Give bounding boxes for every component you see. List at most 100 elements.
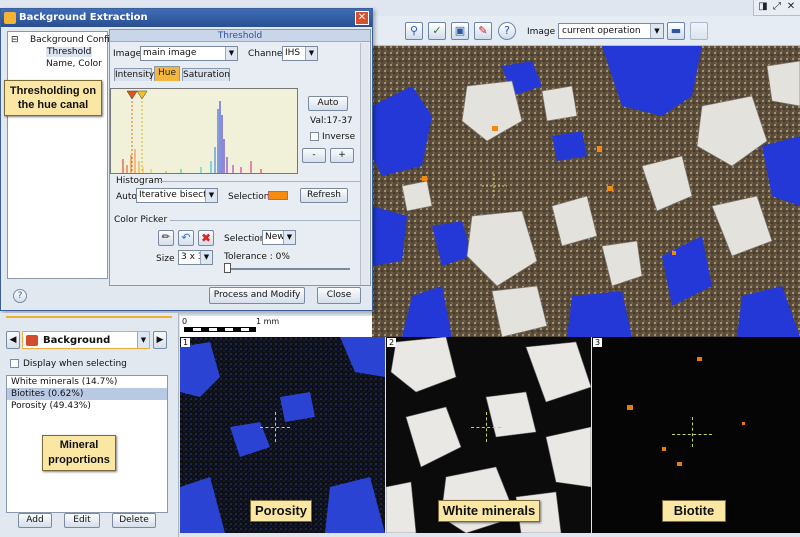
white-minerals-callout: White minerals — [438, 500, 540, 522]
panel-scrollbar[interactable] — [360, 43, 369, 285]
class-panel: ◀ Background ▼ ▶ Display when selecting … — [0, 313, 179, 537]
plus-button[interactable]: + — [330, 148, 354, 163]
crosshair-h — [471, 427, 501, 428]
tab-hue[interactable]: Hue — [154, 66, 180, 81]
divider — [160, 181, 360, 182]
window-controls: ◨ ⤢ ✕ — [753, 0, 800, 16]
scale-zero: 0 — [182, 317, 188, 326]
tree-item-name-color[interactable]: Name, Color — [46, 59, 102, 69]
biotite-callout: Biotite — [662, 500, 726, 522]
channel-value: IHS — [285, 48, 301, 58]
histogram-method-value: Iterative bisection — [139, 190, 218, 200]
threshold-panel: Threshold Image: main image ▼ Channel: IH… — [109, 29, 371, 286]
accent-bar — [6, 316, 172, 318]
chevron-down-icon: ▼ — [225, 47, 237, 60]
panel-number: 3 — [593, 338, 603, 347]
image-select[interactable]: current operation ▼ — [558, 23, 664, 39]
divider — [170, 220, 360, 221]
color-picker-title: Color Picker — [114, 215, 168, 225]
channel-select[interactable]: IHS ▼ — [282, 46, 318, 61]
config-tree: ⊟ Background Config Threshold Name, Colo… — [7, 31, 115, 279]
cp-selection-select[interactable]: New ▼ — [262, 230, 296, 245]
low-threshold-marker — [126, 90, 138, 100]
size-select[interactable]: 3 x 3 ▼ — [178, 250, 213, 265]
undo-icon[interactable]: ↶ — [178, 230, 194, 246]
help-icon[interactable]: ? — [13, 289, 27, 303]
panel-number: 2 — [387, 338, 397, 347]
frame-icon[interactable]: ▣ — [451, 22, 469, 40]
tab-intensity[interactable]: Intensity — [114, 68, 155, 81]
clear-icon[interactable]: ✖ — [198, 230, 214, 246]
refresh-button[interactable]: Refresh — [300, 188, 348, 203]
image-label: Image : — [527, 27, 562, 37]
blank-icon[interactable] — [690, 22, 708, 40]
process-and-modify-button[interactable]: Process and Modify — [209, 287, 305, 304]
selection-color-swatch[interactable] — [268, 191, 288, 200]
class-select[interactable]: Background ▼ — [22, 331, 150, 349]
chevron-down-icon: ▼ — [200, 251, 212, 264]
list-item[interactable]: White minerals (14.7%) — [11, 377, 118, 387]
size-label: Size : — [156, 254, 181, 264]
histogram-method-select[interactable]: Iterative bisection ▼ — [136, 188, 218, 203]
inverse-checkbox[interactable] — [310, 132, 319, 141]
class-name: Background — [43, 335, 111, 346]
close-icon[interactable]: ✕ — [355, 11, 369, 25]
image-source-value: main image — [143, 48, 197, 58]
minus-button[interactable]: - — [302, 148, 326, 163]
background-extraction-dialog: Background Extraction ✕ ⊟ Background Con… — [0, 8, 373, 311]
histogram-graphic — [122, 90, 262, 173]
main-image[interactable] — [372, 46, 800, 337]
previous-class-button[interactable]: ◀ — [6, 331, 20, 349]
help-toolbar-icon[interactable]: ? — [498, 22, 516, 40]
image-label: Image: — [113, 49, 145, 59]
eyedropper-icon[interactable]: ✏ — [158, 230, 174, 246]
chevron-down-icon: ▼ — [137, 332, 149, 348]
selection-label: Selection : — [228, 192, 276, 202]
checklist-icon[interactable]: ✓ — [428, 22, 446, 40]
tree-collapse-icon[interactable]: ⊟ — [11, 35, 19, 45]
class-icon — [26, 335, 38, 346]
add-button[interactable]: Add — [18, 513, 52, 528]
next-class-button[interactable]: ▶ — [153, 331, 167, 349]
scale-one-mm: 1 mm — [256, 317, 280, 326]
search-icon[interactable]: ⚲ — [405, 22, 423, 40]
chevron-down-icon: ▼ — [205, 189, 217, 202]
edit-icon[interactable]: ✎ — [474, 22, 492, 40]
cp-selection-value: New — [265, 232, 285, 242]
scale-bar: 0 1 mm — [180, 316, 372, 337]
dialog-title-bar[interactable]: Background Extraction ✕ — [1, 9, 372, 27]
close-window-icon[interactable]: ✕ — [786, 1, 796, 12]
tree-root[interactable]: Background Config — [30, 35, 116, 45]
hue-histogram[interactable] — [110, 88, 298, 174]
list-item[interactable]: Porosity (49.43%) — [11, 401, 91, 411]
chevron-down-icon: ▼ — [283, 231, 295, 244]
tolerance-slider-track[interactable] — [224, 268, 350, 270]
tolerance-slider-handle[interactable] — [224, 263, 231, 273]
scale-ruler — [184, 327, 256, 332]
delete-button[interactable]: Delete — [112, 513, 156, 528]
tree-item-threshold[interactable]: Threshold — [46, 47, 93, 57]
crosshair-h — [260, 427, 290, 428]
tolerance-label: Tolerance : 0% — [224, 252, 290, 262]
value-range-text: Val:17-37 — [310, 116, 353, 126]
image-select-value: current operation — [562, 26, 641, 36]
mineral-proportions-callout: Mineral proportions — [42, 435, 116, 471]
chevron-down-icon: ▼ — [305, 47, 317, 60]
histogram-auto-label: Auto : — [116, 192, 143, 202]
list-item[interactable]: Biotites (0.62%) — [7, 388, 167, 400]
tab-saturation[interactable]: Saturation — [182, 68, 230, 81]
close-button[interactable]: Close — [317, 287, 361, 304]
dialog-title: Background Extraction — [19, 12, 148, 23]
main-image-graphic — [372, 46, 800, 337]
restore-icon[interactable]: ◨ — [758, 1, 768, 12]
display-when-selecting-checkbox[interactable] — [10, 359, 19, 368]
layout-icon[interactable]: ▬ — [667, 22, 685, 40]
maximize-icon[interactable]: ⤢ — [773, 1, 781, 12]
image-source-select[interactable]: main image ▼ — [140, 46, 238, 61]
auto-button[interactable]: Auto — [308, 96, 348, 111]
panel-header: Threshold — [110, 30, 370, 42]
edit-button[interactable]: Edit — [64, 513, 100, 528]
channel-label: Channel: — [248, 49, 288, 59]
crosshair-v — [692, 417, 693, 447]
